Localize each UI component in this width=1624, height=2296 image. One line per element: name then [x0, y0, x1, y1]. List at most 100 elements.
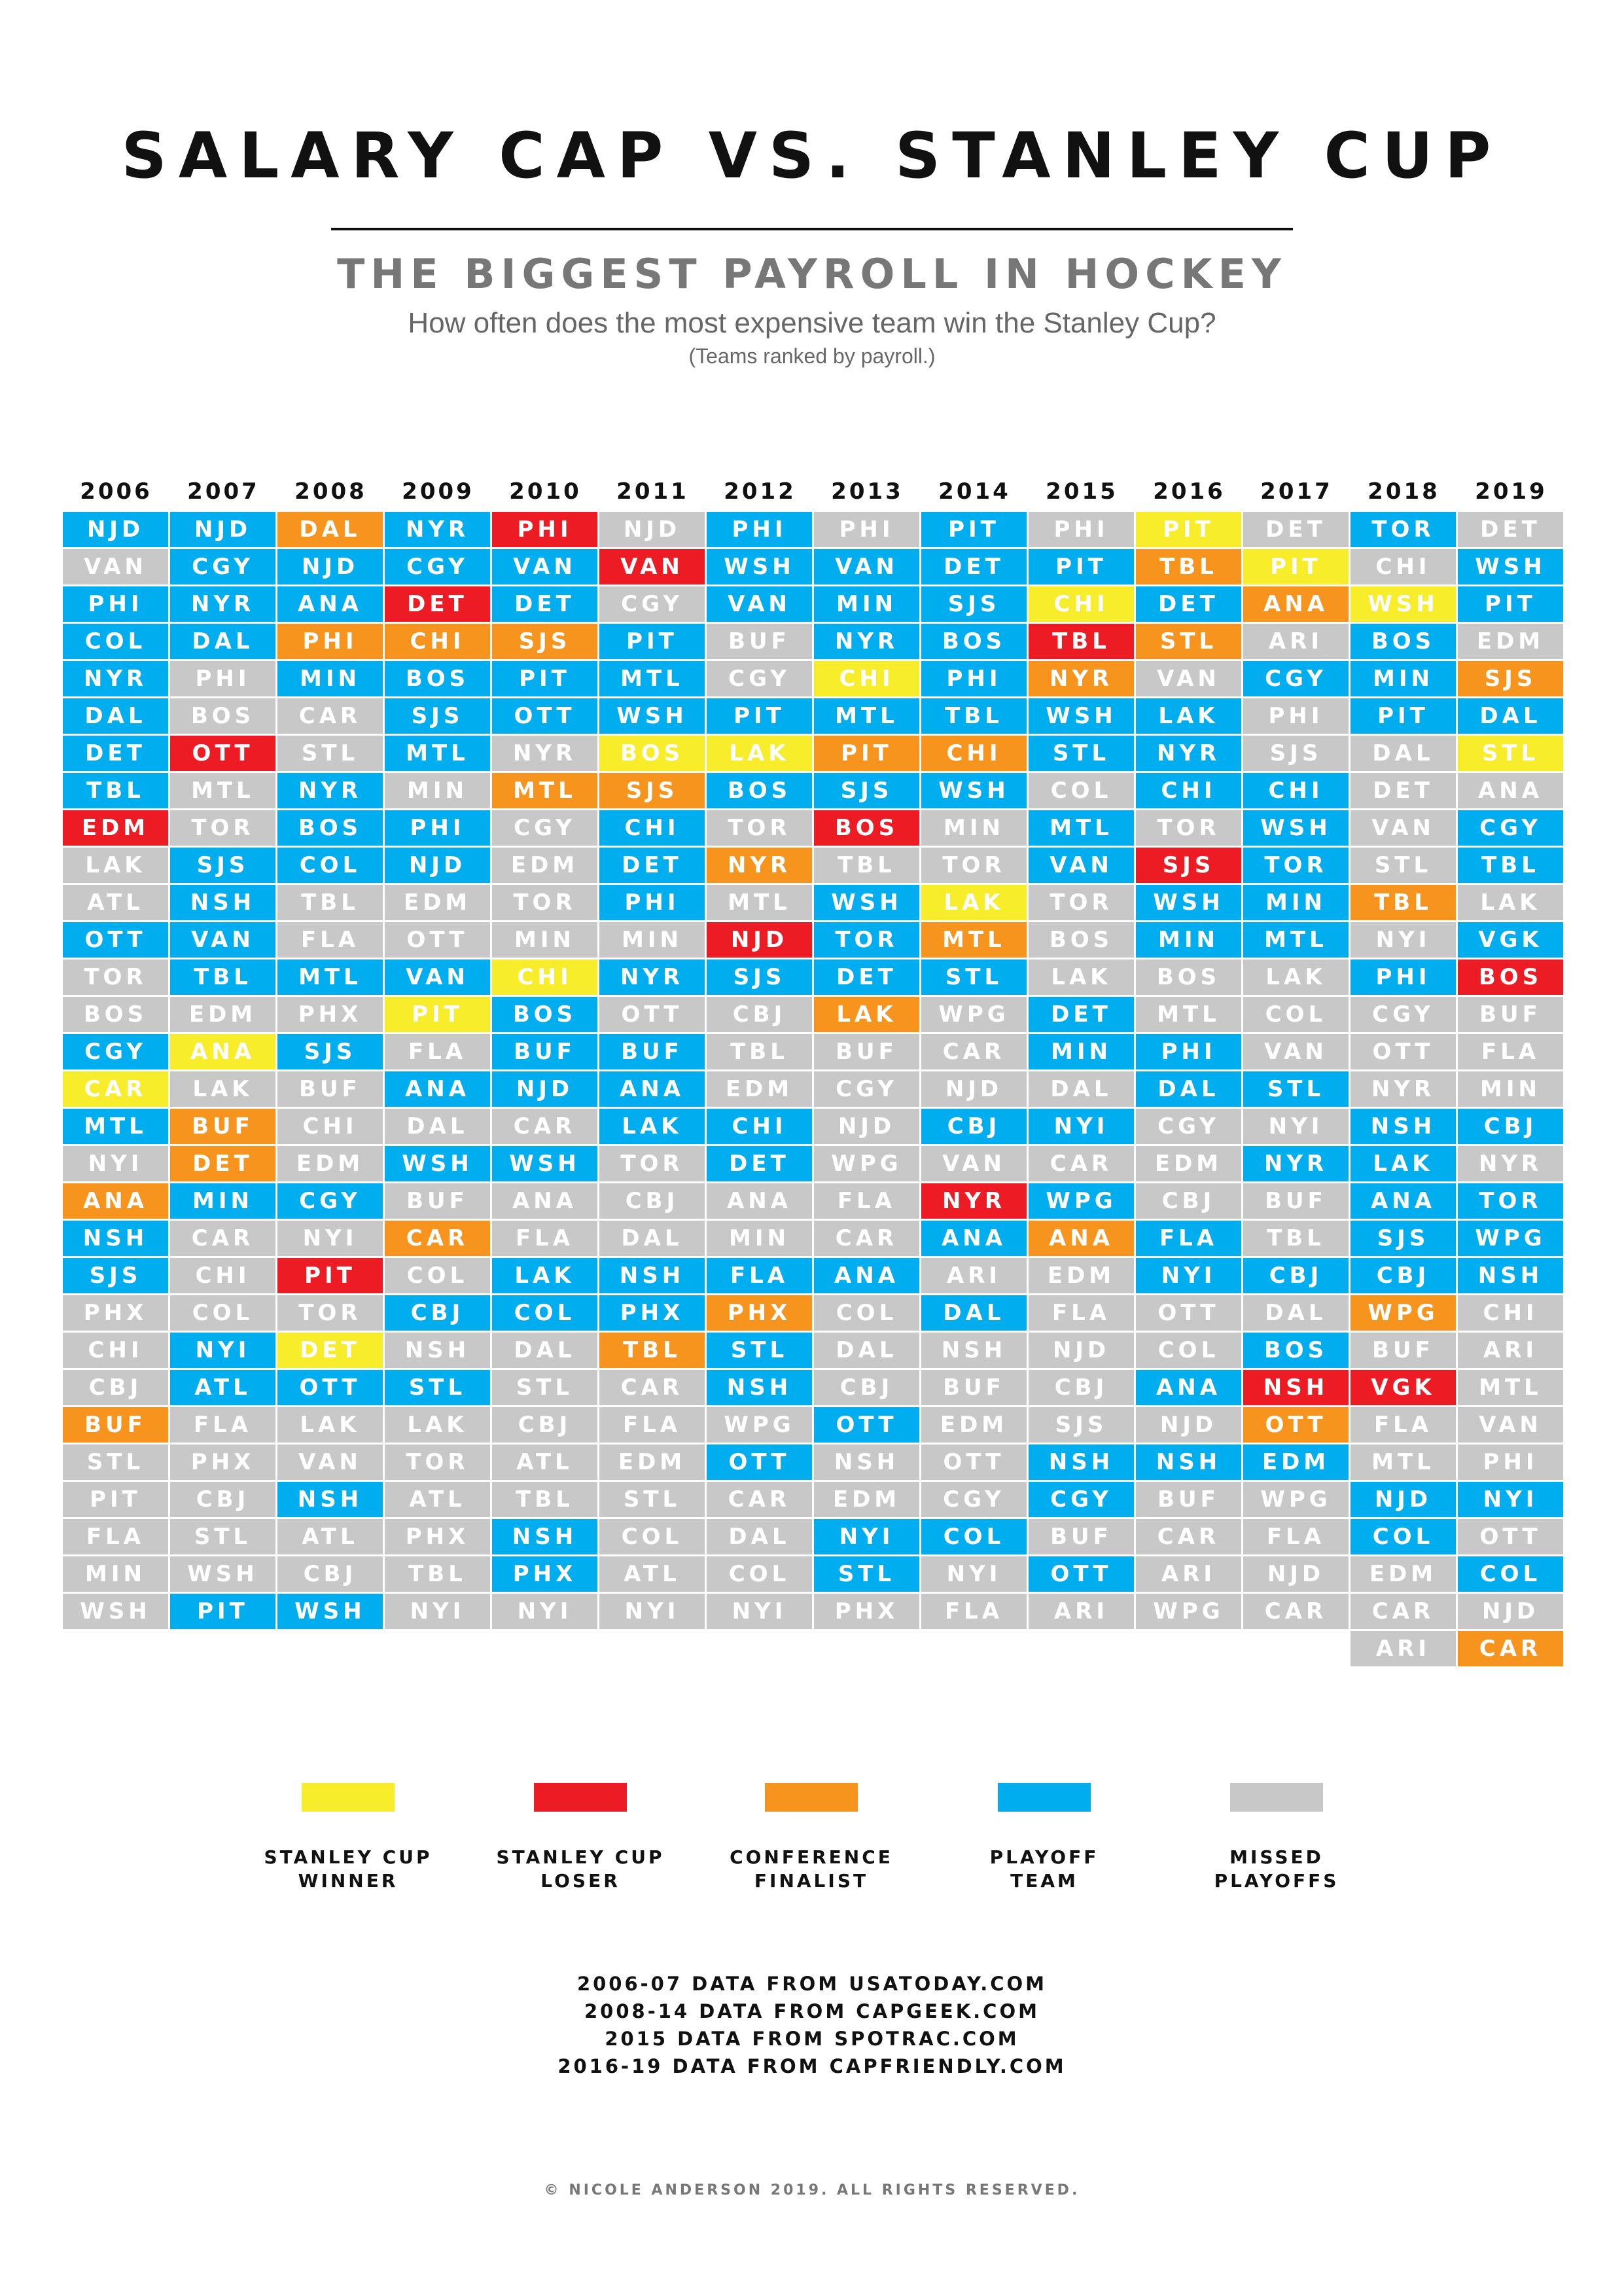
team-cell-2010-chi: CHI — [492, 960, 597, 995]
team-cell-2010-buf: BUF — [492, 1034, 597, 1069]
team-cell-2013-pit: PIT — [814, 736, 919, 771]
team-cell-2017-sjs: SJS — [1243, 736, 1349, 771]
team-cell-2012-fla: FLA — [707, 1258, 812, 1293]
chart-note: (Teams ranked by payroll.) — [688, 344, 936, 368]
source-line: 2016-19 DATA FROM CAPFRIENDLY.COM — [557, 2055, 1067, 2077]
team-cell-2018-bos: BOS — [1350, 624, 1456, 659]
team-cell-2012-phx: PHX — [707, 1295, 812, 1331]
team-cell-2017-stl: STL — [1243, 1071, 1349, 1107]
team-cell-2019-min: MIN — [1458, 1071, 1563, 1107]
team-cell-2012-nsh: NSH — [707, 1370, 812, 1405]
payroll-grid: 2006 2007 2008 2009 2010 2011 2012 2013 2014 2015… — [63, 478, 1563, 1666]
team-cell-2016-buf: BUF — [1136, 1482, 1241, 1517]
legend-swatch — [765, 1783, 858, 1812]
team-cell-2016-lak: LAK — [1136, 698, 1241, 734]
team-cell-2019-sjs: SJS — [1458, 661, 1563, 696]
team-cell-2007-mtl: MTL — [170, 773, 275, 808]
team-cell-2011-cbj: CBJ — [599, 1183, 705, 1219]
team-cell-2015-pit: PIT — [1029, 549, 1134, 584]
year-header-2018: 2018 — [1368, 478, 1440, 505]
team-cell-2008-ott: OTT — [277, 1370, 383, 1405]
team-cell-2012-ana: ANA — [707, 1183, 812, 1219]
team-cell-2018-mtl: MTL — [1350, 1444, 1456, 1480]
team-cell-2018-nyr: NYR — [1350, 1071, 1456, 1107]
team-cell-2007-phi: PHI — [170, 661, 275, 696]
team-cell-2017-van: VAN — [1243, 1034, 1349, 1069]
team-cell-2006-cgy: CGY — [63, 1034, 168, 1069]
team-cell-2010-bos: BOS — [492, 997, 597, 1032]
team-cell-2011-car: CAR — [599, 1370, 705, 1405]
team-cell-2012-car: CAR — [707, 1482, 812, 1517]
team-cell-2011-lak: LAK — [599, 1109, 705, 1144]
team-cell-2018-ana: ANA — [1350, 1183, 1456, 1219]
team-cell-2012-bos: BOS — [707, 773, 812, 808]
team-cell-2012-wpg: WPG — [707, 1407, 812, 1443]
legend-label: MISSED PLAYOFFS — [1214, 1846, 1339, 1892]
team-cell-2012-mtl: MTL — [707, 885, 812, 920]
team-cell-2014-car: CAR — [921, 1034, 1027, 1069]
team-cell-2014-nyr: NYR — [921, 1183, 1027, 1219]
team-cell-2007-min: MIN — [170, 1183, 275, 1219]
team-cell-2006-wsh: WSH — [63, 1594, 168, 1629]
team-cell-2007-det: DET — [170, 1146, 275, 1181]
team-cell-2007-tbl: TBL — [170, 960, 275, 995]
team-cell-2008-mtl: MTL — [277, 960, 383, 995]
team-cell-2017-ana: ANA — [1243, 586, 1349, 622]
team-cell-2019-ari: ARI — [1458, 1333, 1563, 1368]
team-cell-2007-pit: PIT — [170, 1594, 275, 1629]
chart-title: SALARY CAP VS. STANLEY CUP — [121, 119, 1503, 192]
team-cell-2019-pit: PIT — [1458, 586, 1563, 622]
team-cell-2016-njd: NJD — [1136, 1407, 1241, 1443]
team-cell-2015-ari: ARI — [1029, 1594, 1134, 1629]
team-cell-2010-ott: OTT — [492, 698, 597, 734]
team-cell-2015-mtl: MTL — [1029, 810, 1134, 846]
team-cell-2014-tbl: TBL — [921, 698, 1027, 734]
team-cell-2010-sjs: SJS — [492, 624, 597, 659]
team-cell-2015-tbl: TBL — [1029, 624, 1134, 659]
team-cell-2012-cgy: CGY — [707, 661, 812, 696]
team-cell-2018-cgy: CGY — [1350, 997, 1456, 1032]
team-cell-2018-sjs: SJS — [1350, 1221, 1456, 1256]
team-cell-2007-wsh: WSH — [170, 1556, 275, 1592]
team-cell-2011-njd: NJD — [599, 512, 705, 547]
team-cell-2014-col: COL — [921, 1519, 1027, 1554]
team-cell-2019-buf: BUF — [1458, 997, 1563, 1032]
source-line: 2015 DATA FROM SPOTRAC.COM — [605, 2028, 1019, 2050]
team-cell-2018-col: COL — [1350, 1519, 1456, 1554]
team-cell-2006-sjs: SJS — [63, 1258, 168, 1293]
team-cell-2006-phi: PHI — [63, 586, 168, 622]
team-cell-2006-det: DET — [63, 736, 168, 771]
team-cell-2006-ott: OTT — [63, 922, 168, 958]
team-cell-2008-cgy: CGY — [277, 1183, 383, 1219]
team-cell-2009-fla: FLA — [385, 1034, 490, 1069]
team-cell-2015-nsh: NSH — [1029, 1444, 1134, 1480]
team-cell-2009-dal: DAL — [385, 1109, 490, 1144]
team-cell-2010-phi: PHI — [492, 512, 597, 547]
team-cell-2015-min: MIN — [1029, 1034, 1134, 1069]
team-cell-2010-mtl: MTL — [492, 773, 597, 808]
team-cell-2009-njd: NJD — [385, 848, 490, 883]
team-cell-2008-col: COL — [277, 848, 383, 883]
team-cell-2006-dal: DAL — [63, 698, 168, 734]
year-header-2012: 2012 — [724, 478, 796, 505]
team-cell-2014-wpg: WPG — [921, 997, 1027, 1032]
team-cell-2018-wpg: WPG — [1350, 1295, 1456, 1331]
team-cell-2006-car: CAR — [63, 1071, 168, 1107]
team-cell-2011-tbl: TBL — [599, 1333, 705, 1368]
team-cell-2012-dal: DAL — [707, 1519, 812, 1554]
team-cell-2019-bos: BOS — [1458, 960, 1563, 995]
team-cell-2009-wsh: WSH — [385, 1146, 490, 1181]
year-header-2008: 2008 — [294, 478, 367, 505]
team-cell-2018-wsh: WSH — [1350, 586, 1456, 622]
team-cell-2008-det: DET — [277, 1333, 383, 1368]
team-cell-2008-njd: NJD — [277, 549, 383, 584]
team-cell-2014-cbj: CBJ — [921, 1109, 1027, 1144]
team-cell-2009-pit: PIT — [385, 997, 490, 1032]
team-cell-2007-edm: EDM — [170, 997, 275, 1032]
team-cell-2019-nsh: NSH — [1458, 1258, 1563, 1293]
team-cell-2012-min: MIN — [707, 1221, 812, 1256]
team-cell-2012-phi: PHI — [707, 512, 812, 547]
team-cell-2009-phx: PHX — [385, 1519, 490, 1554]
copyright: © NICOLE ANDERSON 2019. ALL RIGHTS RESER… — [544, 2182, 1080, 2198]
team-cell-2011-chi: CHI — [599, 810, 705, 846]
